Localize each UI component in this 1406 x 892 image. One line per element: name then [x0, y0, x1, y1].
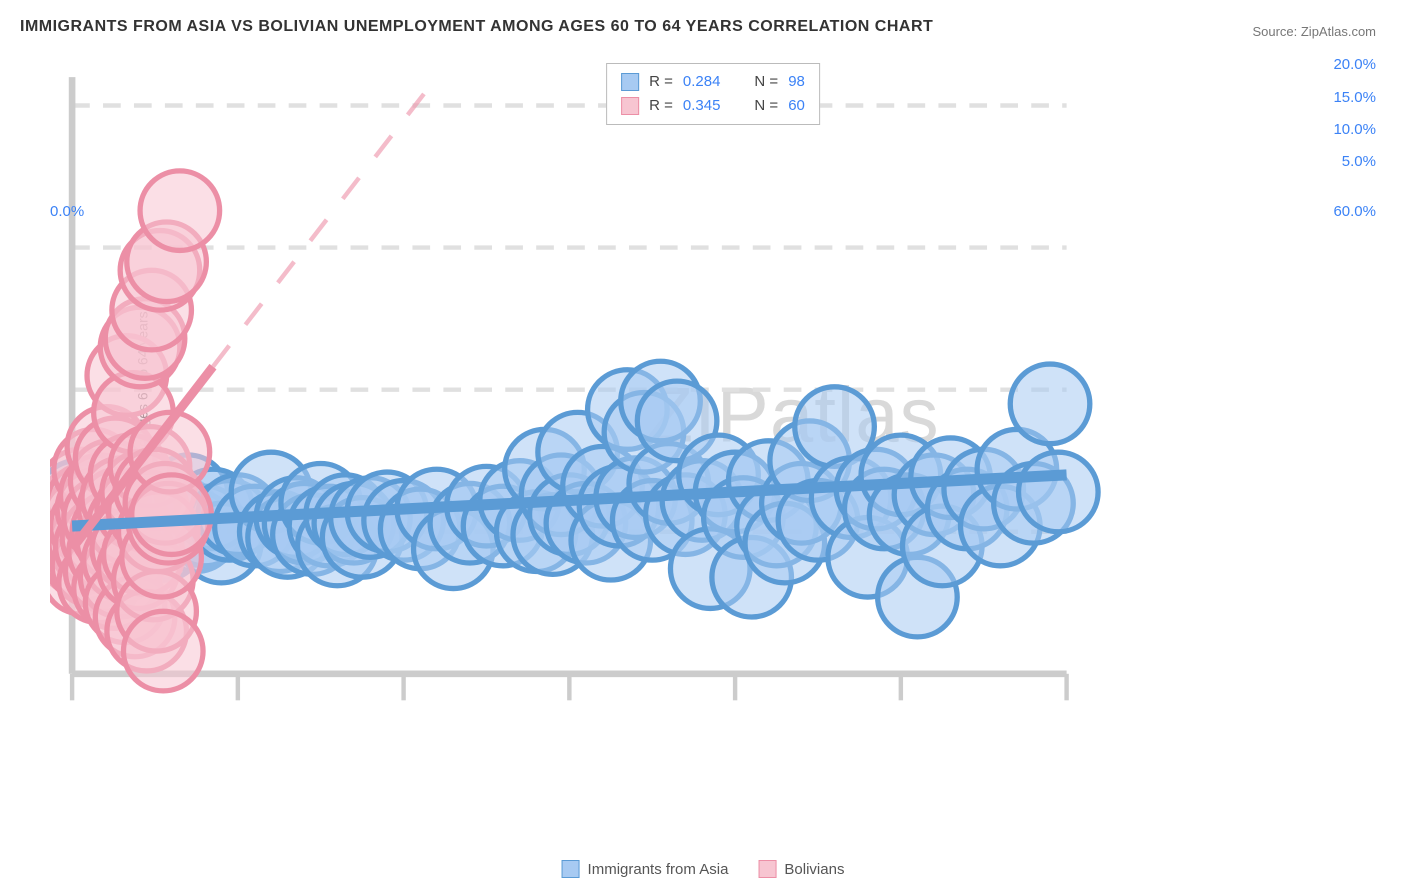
x-tick-label: 60.0% [1333, 203, 1376, 220]
y-tick-label: 5.0% [1342, 153, 1376, 170]
x-tick-label: 0.0% [50, 203, 84, 220]
r-value: 0.345 [683, 94, 721, 118]
source-label: Source: ZipAtlas.com [1252, 24, 1376, 39]
legend-swatch [758, 860, 776, 878]
n-value: 98 [788, 70, 805, 94]
legend-label: Immigrants from Asia [588, 861, 729, 878]
legend-row: R = 0.345 N = 60 [621, 94, 805, 118]
y-tick-label: 15.0% [1333, 89, 1376, 106]
r-label: R = [649, 70, 673, 94]
legend-swatch [562, 860, 580, 878]
series-legend: Immigrants from Asia Bolivians [562, 860, 845, 878]
n-value: 60 [788, 94, 805, 118]
legend-row: R = 0.284 N = 98 [621, 70, 805, 94]
n-label: N = [754, 70, 778, 94]
legend-item: Immigrants from Asia [562, 860, 729, 878]
r-value: 0.284 [683, 70, 721, 94]
legend-swatch [621, 73, 639, 91]
scatter-plot [50, 55, 1376, 718]
legend-item: Bolivians [758, 860, 844, 878]
r-label: R = [649, 94, 673, 118]
correlation-legend: R = 0.284 N = 98 R = 0.345 N = 60 [606, 63, 820, 125]
legend-label: Bolivians [784, 861, 844, 878]
chart-area: ZIPatlas R = 0.284 N = 98 R = 0.345 N = … [50, 55, 1376, 837]
chart-title: IMMIGRANTS FROM ASIA VS BOLIVIAN UNEMPLO… [20, 18, 933, 36]
n-label: N = [754, 94, 778, 118]
legend-swatch [621, 97, 639, 115]
y-tick-label: 20.0% [1333, 56, 1376, 73]
y-tick-label: 10.0% [1333, 121, 1376, 138]
